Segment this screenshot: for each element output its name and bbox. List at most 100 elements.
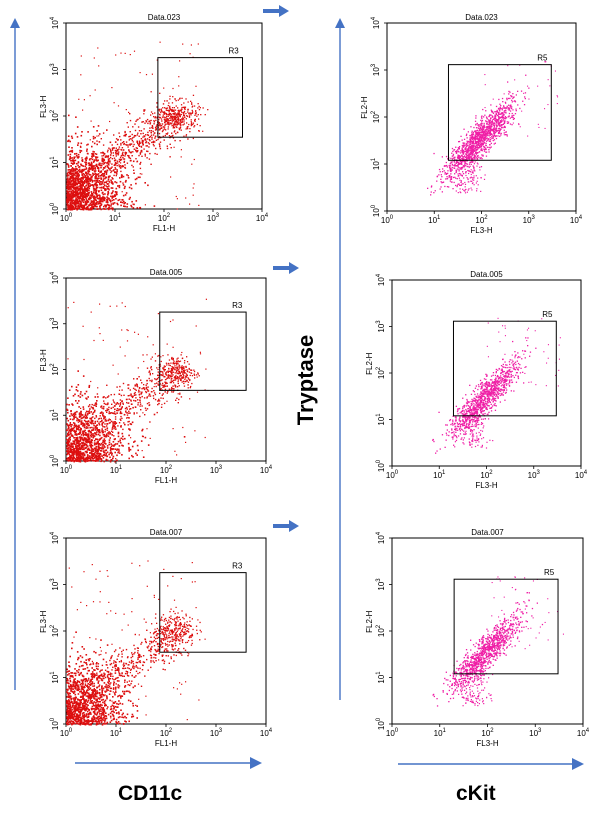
data-point: [81, 437, 84, 439]
data-point: [68, 174, 70, 177]
data-point: [170, 119, 172, 121]
data-point: [500, 120, 502, 123]
data-point: [94, 447, 96, 450]
data-point: [145, 384, 147, 386]
data-point: [85, 446, 88, 448]
data-point: [480, 156, 482, 159]
data-point: [85, 197, 87, 199]
data-point: [151, 387, 153, 390]
data-point: [129, 408, 131, 410]
data-point: [80, 192, 82, 194]
data-point: [450, 170, 452, 172]
data-point: [112, 455, 115, 458]
data-point: [88, 424, 90, 426]
data-point: [143, 148, 145, 150]
data-point: [66, 429, 68, 432]
data-point: [114, 426, 116, 428]
data-point: [129, 131, 131, 133]
data-point: [451, 163, 453, 165]
data-point: [120, 437, 123, 440]
data-point: [478, 132, 480, 134]
y-tick-label: 103: [50, 63, 60, 76]
data-point: [173, 122, 176, 124]
data-point: [80, 197, 82, 200]
data-point: [66, 453, 68, 456]
data-point: [493, 132, 495, 134]
data-point: [69, 190, 71, 192]
data-point: [102, 186, 105, 188]
data-point: [142, 136, 144, 138]
data-point: [489, 120, 491, 122]
data-point: [461, 174, 463, 176]
data-point: [77, 205, 79, 208]
data-point: [158, 143, 161, 145]
data-point: [97, 450, 99, 452]
data-point: [195, 113, 197, 115]
data-point: [101, 197, 103, 199]
data-point: [114, 438, 116, 440]
data-point: [537, 123, 539, 125]
data-point: [129, 119, 132, 122]
data-point: [104, 167, 106, 169]
data-point: [120, 419, 122, 421]
data-point: [482, 130, 485, 132]
data-point: [98, 430, 100, 432]
data-point: [67, 186, 69, 188]
data-point: [481, 121, 483, 123]
data-point: [140, 130, 143, 132]
data-point: [473, 166, 475, 168]
data-point: [81, 164, 83, 167]
data-point: [68, 190, 70, 193]
data-point: [77, 428, 79, 430]
data-point: [90, 433, 93, 436]
data-point: [75, 437, 78, 439]
data-point: [461, 139, 463, 141]
data-point: [511, 95, 513, 97]
data-point: [490, 117, 492, 119]
data-point: [92, 450, 95, 452]
data-point: [515, 110, 517, 112]
data-point: [71, 429, 73, 432]
data-point: [152, 113, 154, 115]
data-point: [481, 117, 483, 119]
data-point: [462, 159, 465, 161]
data-point: [84, 450, 87, 453]
data-point: [479, 134, 481, 136]
data-point: [464, 160, 466, 162]
data-point: [478, 147, 480, 149]
data-point: [477, 177, 479, 179]
data-point: [149, 372, 151, 375]
data-point: [102, 447, 105, 449]
data-point: [81, 188, 83, 190]
data-point: [96, 181, 99, 183]
data-point: [70, 198, 73, 200]
data-point: [96, 165, 98, 167]
data-point: [113, 425, 115, 427]
data-point: [103, 440, 105, 443]
data-point: [108, 167, 110, 170]
data-point: [147, 122, 149, 125]
data-point: [472, 131, 474, 133]
data-point: [168, 114, 171, 116]
data-point: [462, 160, 465, 162]
data-point: [95, 454, 98, 457]
data-point: [468, 150, 470, 152]
data-point: [490, 125, 492, 127]
data-point: [471, 157, 474, 159]
data-point: [96, 393, 99, 395]
data-point: [491, 129, 493, 131]
data-point: [136, 150, 138, 152]
data-point: [157, 374, 159, 376]
data-point: [104, 420, 106, 422]
data-point: [104, 454, 106, 457]
data-point: [544, 108, 546, 110]
data-point: [75, 192, 77, 194]
data-point: [80, 208, 82, 211]
x-tick-label: 102: [158, 213, 171, 223]
data-point: [67, 397, 69, 399]
data-point: [111, 144, 113, 146]
data-point: [128, 111, 130, 113]
data-point: [167, 128, 169, 130]
data-point: [166, 123, 168, 125]
data-point: [187, 101, 189, 103]
